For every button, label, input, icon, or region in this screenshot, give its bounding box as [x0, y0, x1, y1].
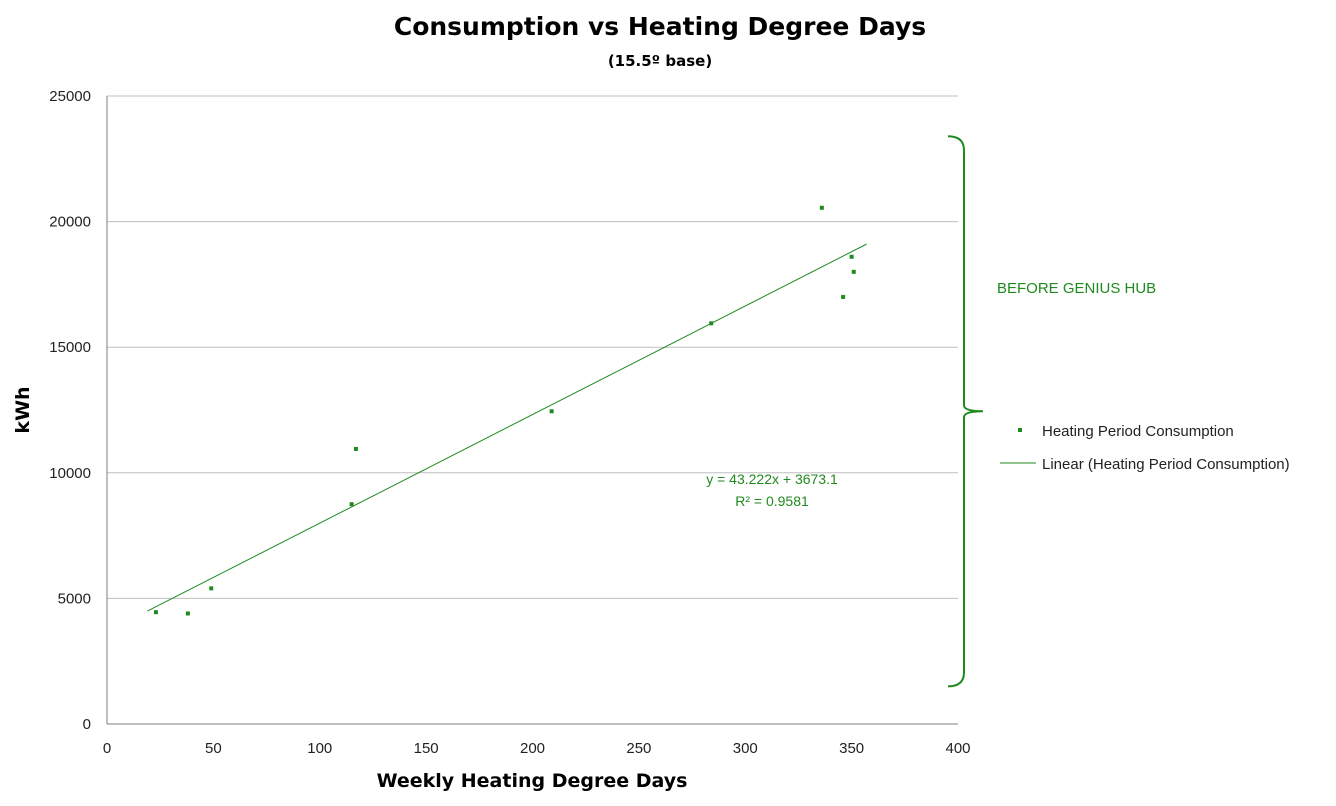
data-point-6: [549, 409, 554, 414]
trendline-line: [147, 243, 867, 612]
x-tick-label: 100: [307, 740, 332, 757]
data-point-4: [349, 502, 354, 507]
y-tick-label: 15000: [49, 339, 91, 356]
x-tick-labels: 0 50 100 150 200 250 300 350 400: [103, 740, 971, 757]
legend: Heating Period Consumption Linear (Heati…: [1000, 423, 1290, 473]
y-tick-label: 0: [83, 716, 91, 733]
data-point-7: [709, 321, 714, 326]
axes: [106, 96, 958, 725]
data-point-9: [841, 294, 846, 299]
data-point-2: [185, 611, 190, 616]
legend-marker-scatter: [1018, 428, 1022, 432]
data-point-1: [153, 610, 158, 615]
gridlines: [107, 95, 958, 599]
x-axis-title: Weekly Heating Degree Days: [377, 770, 688, 792]
y-tick-label: 5000: [58, 590, 91, 607]
trendline-equation: y = 43.222x + 3673.1: [706, 471, 838, 487]
trendline: [147, 243, 867, 612]
x-tick-label: 350: [839, 740, 864, 757]
y-tick-labels: 0 5000 10000 15000 20000 25000: [49, 88, 91, 733]
y-tick-label: 25000: [49, 88, 91, 105]
data-point-3: [209, 586, 214, 591]
y-tick-label: 20000: [49, 214, 91, 231]
y-axis-title: kWh: [12, 386, 34, 433]
legend-label-trendline: Linear (Heating Period Consumption): [1042, 456, 1290, 473]
bracket-label: BEFORE GENIUS HUB: [997, 280, 1156, 297]
y-tick-label: 10000: [49, 465, 91, 482]
before-genius-hub-bracket: [947, 135, 984, 688]
chart-title: Consumption vs Heating Degree Days: [394, 12, 926, 41]
x-tick-label: 250: [626, 740, 651, 757]
legend-label-scatter: Heating Period Consumption: [1042, 423, 1234, 440]
data-point-5: [353, 446, 358, 451]
x-tick-label: 50: [205, 740, 222, 757]
x-tick-label: 400: [945, 740, 970, 757]
x-tick-label: 300: [733, 740, 758, 757]
data-point-10: [849, 254, 854, 259]
data-point-8: [819, 205, 824, 210]
chart-subtitle: (15.5º base): [608, 52, 712, 70]
trendline-r-squared: R² = 0.9581: [735, 493, 809, 509]
data-point-11: [851, 269, 856, 274]
scatter-points: [153, 205, 856, 616]
x-tick-label: 150: [414, 740, 439, 757]
x-tick-label: 200: [520, 740, 545, 757]
x-tick-label: 0: [103, 740, 111, 757]
